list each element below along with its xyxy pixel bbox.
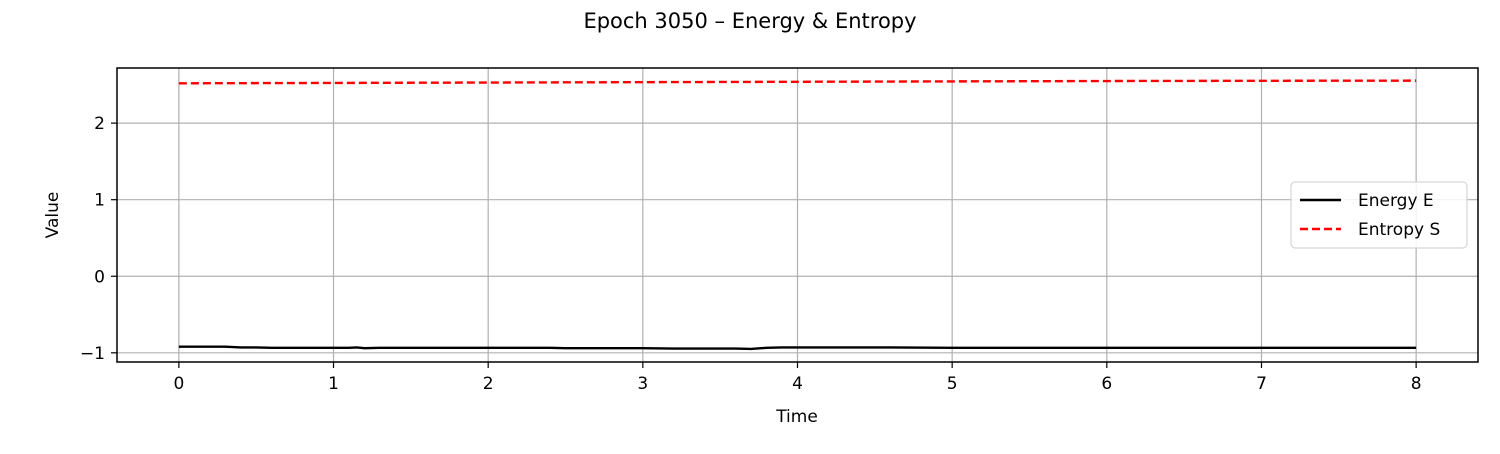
grid-layer	[117, 68, 1478, 362]
legend-frame	[1290, 181, 1468, 249]
y-axis-label: Value	[43, 192, 63, 239]
series-line-energy	[178, 345, 1417, 351]
x-axis-label: Time	[775, 407, 818, 427]
x-tick-label: 1	[328, 374, 339, 394]
x-tick-label: 3	[637, 374, 648, 394]
y-tick-label: 2	[94, 114, 105, 134]
y-tick-label: 0	[94, 267, 105, 287]
y-axis-ticks: −1 0 1 2	[80, 114, 117, 364]
y-tick-label: 1	[94, 191, 105, 211]
x-axis-ticks: 0 1 2 3 4 5 6 7 8	[173, 362, 1422, 394]
series-line-entropy	[178, 79, 1417, 85]
legend-label-energy: Energy E	[1358, 191, 1434, 211]
chart-title: Epoch 3050 – Energy & Entropy	[583, 9, 916, 33]
x-tick-label: 6	[1101, 374, 1112, 394]
x-tick-label: 5	[947, 374, 958, 394]
x-tick-label: 7	[1256, 374, 1267, 394]
x-tick-label: 0	[173, 374, 184, 394]
x-tick-label: 8	[1411, 374, 1422, 394]
x-tick-label: 2	[483, 374, 494, 394]
series-layer	[178, 79, 1417, 351]
y-tick-label: −1	[80, 344, 105, 364]
legend-label-entropy: Entropy S	[1358, 220, 1440, 240]
x-tick-label: 4	[792, 374, 803, 394]
legend: Energy E Entropy S	[1290, 181, 1468, 249]
